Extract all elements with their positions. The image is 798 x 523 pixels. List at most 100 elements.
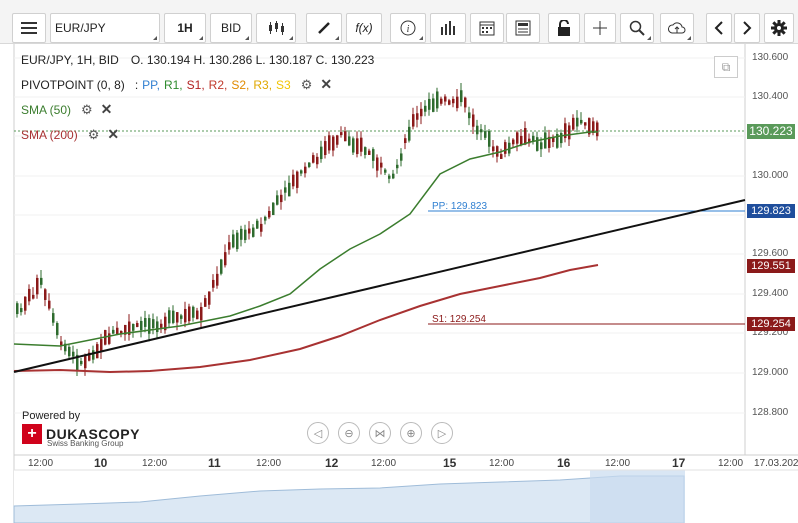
zoom-in-icon[interactable]: ⊕ [400, 422, 422, 444]
info-icon[interactable]: i [390, 13, 426, 43]
pivot-level-label: S2, [231, 77, 250, 92]
price-chart[interactable] [0, 44, 798, 523]
candle-body [92, 350, 95, 360]
scroll-right-icon[interactable]: ▷ [431, 422, 453, 444]
side-select[interactable]: BID [210, 13, 252, 43]
pivot-close-icon[interactable]: ✕ [320, 76, 333, 92]
time-axis-day-label: 15 [443, 456, 457, 470]
candle-body [508, 142, 511, 154]
candle-body [272, 202, 275, 216]
hamburger-icon[interactable] [12, 13, 46, 43]
trendline[interactable] [13, 199, 746, 373]
sma200-close-icon[interactable]: ✕ [107, 126, 120, 142]
candles-icon[interactable] [256, 13, 296, 43]
time-axis-day-label: 17 [672, 456, 686, 470]
candle-body [440, 98, 443, 104]
candle-body [560, 133, 563, 144]
time-axis-day-label: 16 [557, 456, 571, 470]
candle-body [364, 147, 367, 155]
time-axis-time-label: 12:00 [256, 458, 282, 469]
candle-body [100, 339, 103, 353]
pivot-level-label: R2, [208, 77, 228, 92]
zoom-out-icon[interactable]: ⊖ [338, 422, 360, 444]
fx-icon[interactable]: f(x) [346, 13, 382, 43]
candle-body [172, 310, 175, 323]
candle-body [472, 114, 475, 127]
candle-body [80, 360, 83, 365]
candle-body [256, 220, 259, 229]
sma200-line [13, 264, 599, 374]
period-label: 1H [177, 21, 193, 35]
candle-body [420, 108, 423, 117]
candle-body [292, 174, 295, 187]
pen-icon[interactable] [306, 13, 342, 43]
settings-icon[interactable] [764, 13, 794, 43]
candle-body [568, 125, 571, 140]
expand-icon[interactable]: ⧉ [714, 56, 738, 78]
candle-body [344, 131, 347, 142]
sma50-close-icon[interactable]: ✕ [100, 101, 113, 117]
candle-body [372, 149, 375, 161]
arrow-left-icon[interactable] [706, 13, 732, 43]
chart-area[interactable]: EUR/JPY, 1H, BID O. 130.194 H. 130.286 L… [0, 44, 798, 523]
candle-body [208, 291, 211, 305]
svg-text:i: i [407, 24, 410, 35]
candle-body [484, 131, 487, 138]
current-price-tag: 130.223 [747, 124, 795, 139]
candle-body [476, 125, 479, 135]
price-axis-label: 130.000 [752, 170, 789, 181]
candle-body [140, 320, 143, 331]
candle-body [176, 312, 179, 323]
sma50-gear-icon[interactable]: ⚙ [81, 101, 93, 117]
candle-body [532, 135, 535, 142]
candle-body [136, 323, 139, 327]
time-axis-time-label: 12:00 [371, 458, 397, 469]
candle-body [88, 352, 91, 361]
time-axis-day-label: 12 [325, 456, 339, 470]
candle-body [180, 315, 183, 319]
scroll-left-icon[interactable]: ◁ [307, 422, 329, 444]
candle-body [48, 300, 51, 309]
candle-body [132, 323, 135, 331]
ohlc-values: O. 130.194 H. 130.286 L. 130.187 C. 130.… [130, 53, 375, 67]
candle-body [400, 153, 403, 161]
crosshair-icon[interactable] [584, 13, 616, 43]
pp-text: PP: 129.823 [432, 201, 488, 212]
period-select[interactable]: 1H [164, 13, 206, 43]
candle-body [148, 318, 151, 334]
candle-body [412, 114, 415, 127]
candle-body [528, 138, 531, 144]
fit-icon[interactable]: ⋈ [369, 422, 391, 444]
brand-name: DUKASCOPY [46, 426, 140, 442]
candle-body [168, 310, 171, 324]
candle-body [424, 105, 427, 112]
price-axis-label: 129.400 [752, 288, 789, 299]
sma200-gear-icon[interactable]: ⚙ [87, 126, 100, 142]
candle-body [328, 135, 331, 151]
pivot-gear-icon[interactable]: ⚙ [300, 76, 313, 92]
dukascopy-logo: + DUKASCOPY [22, 424, 140, 444]
zoom-icon[interactable] [620, 13, 654, 43]
arrow-right-icon[interactable] [734, 13, 760, 43]
pivot-legend: PIVOTPOINT (0, 8) : PP, R1, S1, R2, S2, R3, S3… [21, 76, 332, 93]
candle-body [360, 137, 363, 152]
candle-body [416, 113, 419, 120]
candle-body [52, 313, 55, 323]
candle-body [220, 259, 223, 274]
candle-body [536, 137, 539, 151]
candle-body [312, 155, 315, 163]
candle-body [196, 310, 199, 320]
cloud-upload-icon[interactable] [660, 13, 694, 43]
candle-body [24, 296, 27, 311]
candle-body [288, 182, 291, 197]
candle-body [244, 229, 247, 241]
report-icon[interactable] [506, 13, 540, 43]
instrument-select[interactable]: EUR/JPY [50, 13, 160, 43]
candle-body [56, 323, 59, 336]
price-axis-label: 130.400 [752, 91, 789, 102]
candle-body [300, 170, 303, 174]
bar-chart-icon[interactable] [430, 13, 466, 43]
lock-icon[interactable] [548, 13, 580, 43]
sma200-legend: SMA (200) ⚙ ✕ [21, 126, 119, 143]
calendar-icon[interactable] [470, 13, 504, 43]
